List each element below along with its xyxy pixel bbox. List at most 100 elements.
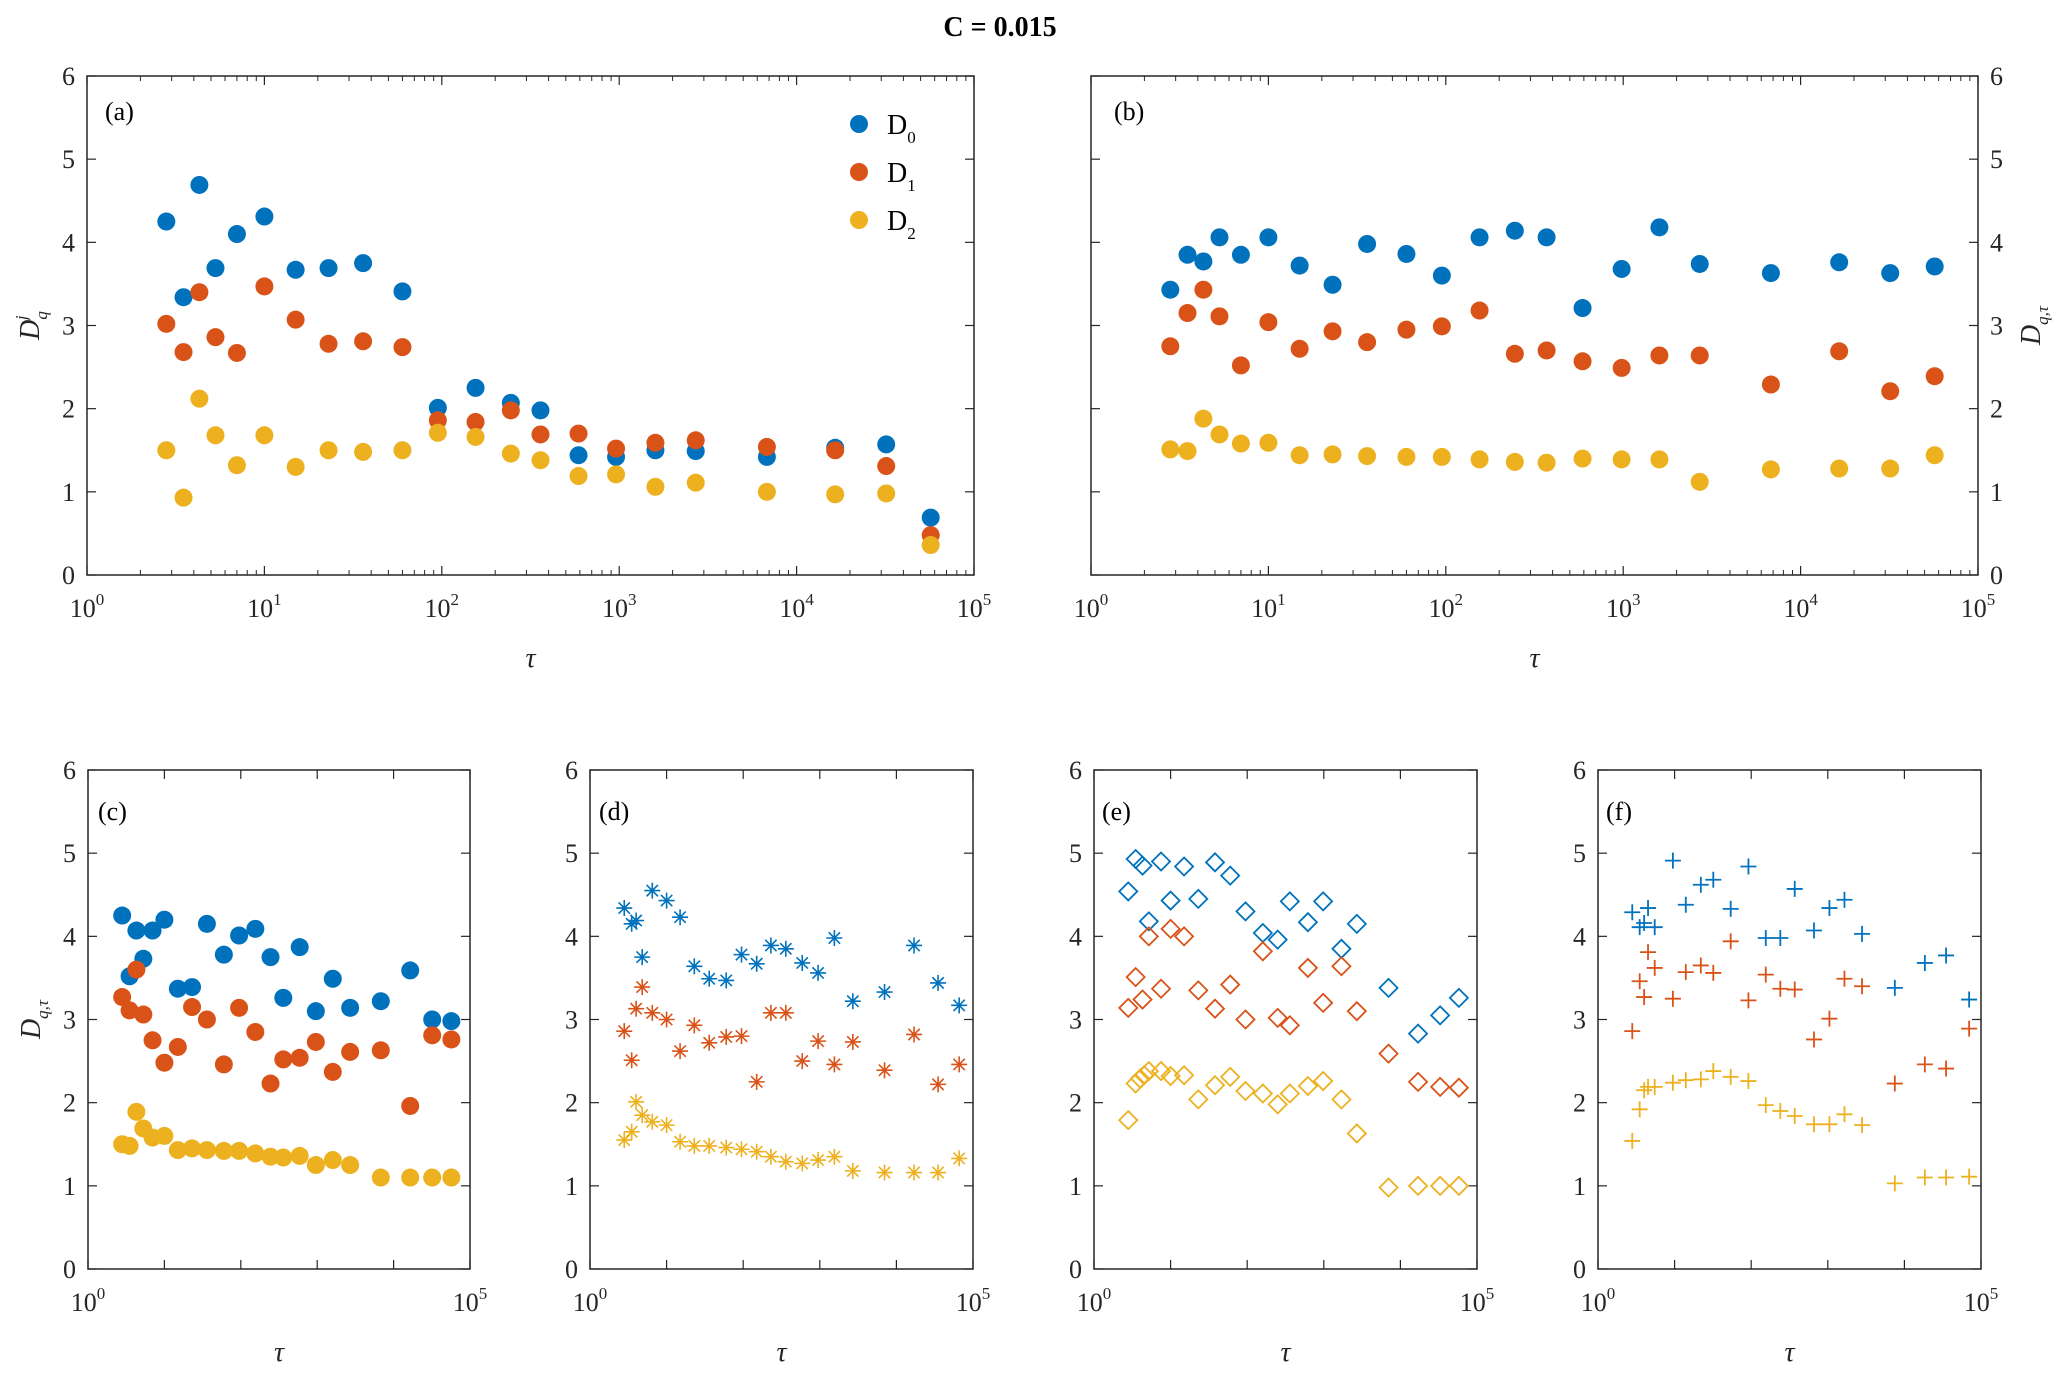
panel-d: 100 105 0 1 2 3 4 5 6 (d) τ xyxy=(565,756,990,1368)
data-point xyxy=(246,919,265,938)
data-point xyxy=(1821,1010,1838,1027)
x-tick-label: 105 xyxy=(1964,1284,1999,1317)
data-point xyxy=(214,1055,233,1074)
data-point xyxy=(1397,244,1416,263)
x-tick-label: 101 xyxy=(1251,590,1286,623)
data-point xyxy=(1312,992,1334,1014)
data-point xyxy=(1117,1109,1139,1131)
legend-entry: D2 xyxy=(887,206,916,243)
data-point xyxy=(1805,922,1822,939)
data-point xyxy=(1117,997,1139,1019)
data-point xyxy=(1235,1009,1256,1030)
data-point xyxy=(1624,1023,1641,1040)
axes-box xyxy=(1597,769,1982,1270)
data-point xyxy=(1854,978,1871,995)
data-point xyxy=(319,441,338,460)
data-point xyxy=(1323,322,1342,341)
y-tick-label: 6 xyxy=(1069,756,1082,785)
data-point xyxy=(686,1017,703,1034)
data-point xyxy=(877,484,896,503)
data-point xyxy=(319,334,338,353)
data-point xyxy=(1290,446,1309,465)
y-tick-label: 4 xyxy=(1069,922,1082,951)
data-point xyxy=(1612,259,1631,278)
data-point xyxy=(762,1148,779,1165)
data-point xyxy=(1178,245,1197,264)
data-point xyxy=(401,1096,420,1115)
data-point xyxy=(1429,1005,1451,1026)
y-tick-label: 5 xyxy=(62,145,75,174)
data-point xyxy=(1161,337,1180,356)
y-tick-label: 5 xyxy=(1069,839,1082,868)
data-point xyxy=(1432,447,1451,466)
axes-box xyxy=(1090,75,1979,576)
data-point xyxy=(274,1148,293,1167)
data-point xyxy=(1204,852,1226,873)
data-point xyxy=(810,1033,827,1050)
data-point xyxy=(794,954,811,971)
x-axis-title: τ xyxy=(1280,1337,1291,1368)
data-point xyxy=(1210,425,1229,444)
data-point xyxy=(354,254,373,273)
data-point xyxy=(214,945,233,964)
data-point xyxy=(206,259,225,278)
data-point xyxy=(190,283,209,302)
data-point xyxy=(323,969,342,988)
series-d1 xyxy=(157,277,940,545)
y-tick-label: 2 xyxy=(63,1089,76,1118)
data-point xyxy=(174,343,193,362)
data-point xyxy=(1297,1075,1319,1097)
data-point xyxy=(1692,957,1709,974)
data-point xyxy=(423,1026,442,1045)
data-point xyxy=(1573,299,1592,318)
y-tick-label: 0 xyxy=(62,561,75,590)
y-tick-label: 2 xyxy=(62,395,75,424)
data-point xyxy=(531,425,550,444)
data-point xyxy=(1219,974,1241,995)
data-point xyxy=(1650,218,1669,237)
data-point xyxy=(1722,933,1739,950)
data-point xyxy=(1690,472,1709,491)
legend-entry: D1 xyxy=(887,158,916,195)
data-point xyxy=(371,1168,390,1187)
data-point xyxy=(951,1056,968,1073)
panel-label: (f) xyxy=(1606,797,1632,826)
x-axis-title: τ xyxy=(1529,643,1540,674)
data-point xyxy=(844,993,861,1010)
data-point xyxy=(1573,449,1592,468)
data-point xyxy=(1138,926,1160,947)
y-tick-label: 5 xyxy=(1573,839,1586,868)
data-point xyxy=(1757,929,1774,946)
data-point xyxy=(1231,245,1250,264)
data-point xyxy=(323,1062,342,1081)
data-point xyxy=(1916,954,1933,971)
data-point xyxy=(1664,852,1681,869)
data-point xyxy=(762,937,779,954)
data-point xyxy=(401,961,420,980)
data-point xyxy=(1150,851,1172,872)
data-point xyxy=(168,1141,187,1160)
data-point xyxy=(1160,918,1181,940)
data-point xyxy=(1636,989,1653,1006)
data-point xyxy=(1705,871,1722,888)
y-axis-title: Dqj xyxy=(12,311,51,341)
data-point xyxy=(466,427,485,446)
data-point xyxy=(1358,234,1377,253)
data-point xyxy=(1805,1031,1822,1048)
data-point xyxy=(1132,855,1153,876)
data-point xyxy=(748,955,765,972)
x-tick-label: 105 xyxy=(956,1284,991,1317)
data-point xyxy=(921,536,940,555)
data-point xyxy=(428,398,447,417)
y-tick-label: 2 xyxy=(1573,1089,1586,1118)
data-point xyxy=(290,1048,309,1067)
data-point xyxy=(174,288,193,307)
data-point xyxy=(206,426,225,445)
data-point xyxy=(748,1143,765,1160)
data-point xyxy=(1705,964,1722,981)
data-point xyxy=(930,1164,947,1181)
data-point xyxy=(1150,978,1172,1000)
data-point xyxy=(1631,919,1648,936)
data-point xyxy=(1830,459,1849,478)
data-point xyxy=(1358,333,1377,352)
